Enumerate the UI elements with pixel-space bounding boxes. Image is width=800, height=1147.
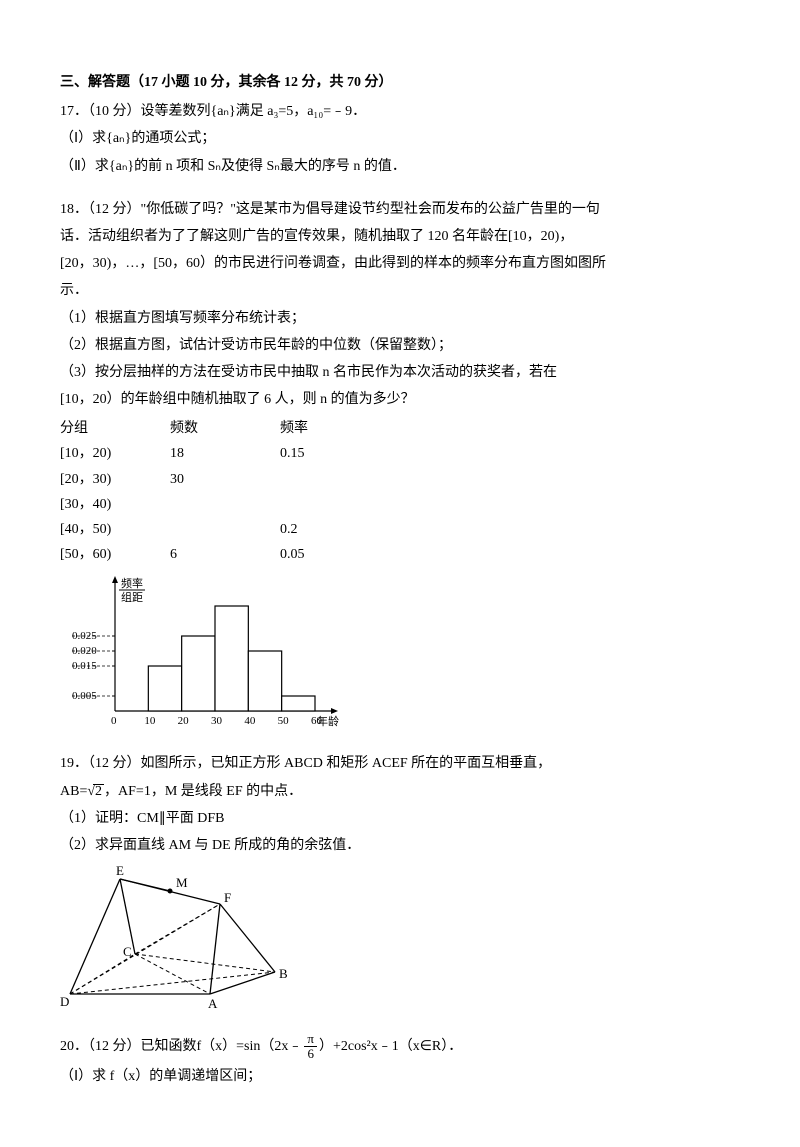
q20-line1: 20．（12 分）已知函数f（x）=sin（2x﹣π6）+2cos²x﹣1（x∈… [60, 1032, 740, 1062]
cell: 6 [170, 542, 280, 567]
svg-text:0.020: 0.020 [72, 645, 97, 657]
svg-text:0.015: 0.015 [72, 660, 97, 672]
geometry-figure: D A B C E F M [60, 864, 295, 1014]
q18-line3: [20，30)，…，[50，60）的市民进行问卷调查，由此得到的样本的频率分布直… [60, 251, 740, 276]
svg-text:A: A [208, 996, 218, 1011]
svg-text:0.025: 0.025 [72, 630, 97, 642]
svg-text:B: B [279, 966, 288, 981]
table-row: [10，20) 18 0.15 [60, 441, 740, 466]
histogram-chart: 频率组距年龄0.0250.0200.0150.0050102030405060 [60, 573, 350, 733]
q19-l2a: AB= [60, 784, 87, 799]
fraction-pi-6: π6 [304, 1032, 317, 1062]
th-freq: 频数 [170, 416, 280, 441]
q19-part2: （2）求异面直线 AM 与 DE 所成的角的余弦值． [60, 833, 740, 858]
svg-text:D: D [60, 994, 69, 1009]
q19-l2b: ，AF=1， [104, 784, 165, 799]
q18-line4: 示． [60, 278, 740, 303]
svg-text:组距: 组距 [121, 590, 143, 604]
section-title: 三、解答题（17 小题 10 分，其余各 12 分，共 70 分） [60, 70, 740, 95]
cell: [40，50) [60, 517, 170, 542]
frequency-table: 分组 频数 频率 [10，20) 18 0.15 [20，30) 30 [30，… [60, 416, 740, 567]
svg-text:C: C [123, 944, 132, 959]
cell: 0.05 [280, 542, 390, 567]
q18-part4: [10，20）的年龄组中随机抽取了 6 人，则 n 的值为多少？ [60, 387, 740, 412]
q19-line2: AB=√2，AF=1，M 是线段 EF 的中点． [60, 779, 740, 804]
question-17: 17．（10 分）设等差数列{aₙ}满足 a₃=5，a₁₀=﹣9． （Ⅰ）求{a… [60, 99, 740, 179]
table-row: [30，40) [60, 492, 740, 517]
table-row: [40，50) 0.2 [60, 517, 740, 542]
svg-text:60: 60 [311, 715, 323, 727]
svg-text:E: E [116, 864, 124, 878]
q20-fx: f（x）=sin（2x﹣ [197, 1039, 303, 1054]
svg-text:20: 20 [178, 715, 190, 727]
sqrt-value: 2 [93, 784, 104, 799]
table-row: [50，60) 6 0.05 [60, 542, 740, 567]
cell: 0.2 [280, 517, 390, 542]
table-header-row: 分组 频数 频率 [60, 416, 740, 441]
cell: [50，60) [60, 542, 170, 567]
cell [170, 492, 280, 517]
q18-line1: 18．（12 分）"你低碳了吗？"这是某市为倡导建设节约型社会而发布的公益广告里… [60, 197, 740, 222]
q18-line2: 话．活动组织者为了了解这则广告的宣传效果，随机抽取了 120 名年龄在[10，2… [60, 224, 740, 249]
q20-part1: （Ⅰ）求 f（x）的单调递增区间； [60, 1064, 740, 1089]
cell: [20，30) [60, 467, 170, 492]
q20-l1b: ）+2cos²x﹣1（x∈R）． [319, 1039, 462, 1054]
frac-num: π [304, 1032, 317, 1047]
th-rate: 频率 [280, 416, 390, 441]
q19-part1: （1）证明：CM∥平面 DFB [60, 806, 740, 831]
question-20: 20．（12 分）已知函数f（x）=sin（2x﹣π6）+2cos²x﹣1（x∈… [60, 1032, 740, 1089]
th-group: 分组 [60, 416, 170, 441]
cell: 18 [170, 441, 280, 466]
question-19: 19．（12 分）如图所示，已知正方形 ABCD 和矩形 ACEF 所在的平面互… [60, 751, 740, 1014]
q17-header: 17．（10 分）设等差数列{aₙ}满足 a₃=5，a₁₀=﹣9． [60, 99, 740, 124]
q17-part1: （Ⅰ）求{aₙ}的通项公式； [60, 126, 740, 151]
question-18: 18．（12 分）"你低碳了吗？"这是某市为倡导建设节约型社会而发布的公益广告里… [60, 197, 740, 734]
table-row: [20，30) 30 [60, 467, 740, 492]
svg-text:0: 0 [111, 715, 117, 727]
svg-text:M: M [176, 875, 188, 890]
svg-text:30: 30 [211, 715, 223, 727]
svg-text:40: 40 [244, 715, 256, 727]
q17-part2: （Ⅱ）求{aₙ}的前 n 项和 Sₙ及使得 Sₙ最大的序号 n 的值． [60, 154, 740, 179]
cell: [10，20) [60, 441, 170, 466]
svg-text:10: 10 [144, 715, 156, 727]
q20-l1a: 20．（12 分）已知函数 [60, 1039, 197, 1054]
cell [280, 467, 390, 492]
cell: 30 [170, 467, 280, 492]
q18-part2: （2）根据直方图，试估计受访市民年龄的中位数（保留整数）； [60, 333, 740, 358]
cell: 0.15 [280, 441, 390, 466]
svg-text:频率: 频率 [121, 576, 143, 590]
q19-l2c: M 是线段 EF 的中点． [165, 784, 302, 799]
q19-line1: 19．（12 分）如图所示，已知正方形 ABCD 和矩形 ACEF 所在的平面互… [60, 751, 740, 776]
svg-text:F: F [224, 890, 231, 905]
cell [170, 517, 280, 542]
q18-part3: （3）按分层抽样的方法在受访市民中抽取 n 名市民作为本次活动的获奖者，若在 [60, 360, 740, 385]
cell [280, 492, 390, 517]
cell: [30，40) [60, 492, 170, 517]
svg-text:0.005: 0.005 [72, 690, 97, 702]
q18-part1: （1）根据直方图填写频率分布统计表； [60, 306, 740, 331]
frac-den: 6 [304, 1047, 317, 1061]
svg-text:50: 50 [278, 715, 290, 727]
